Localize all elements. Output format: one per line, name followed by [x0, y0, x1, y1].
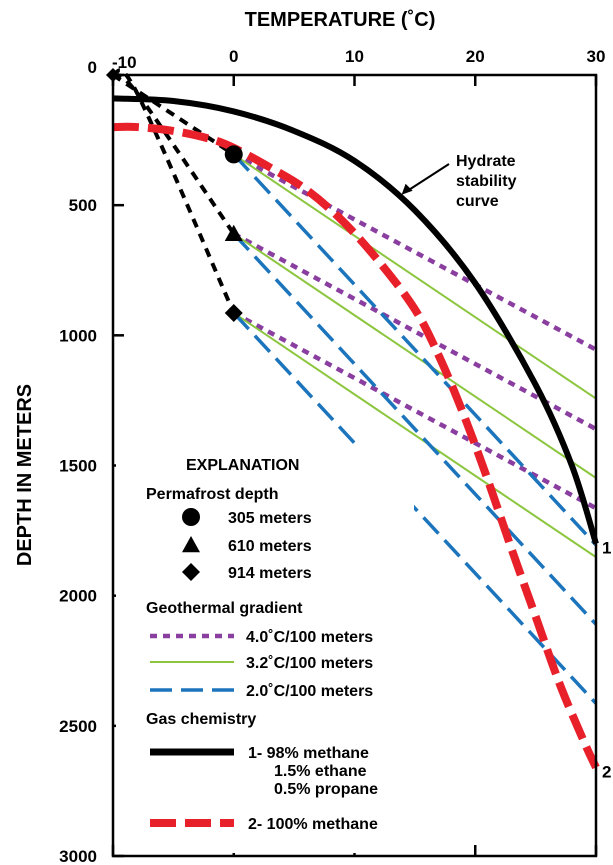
- legend-label-gas-0-2: 0.5% propane: [274, 781, 378, 798]
- y-tick-label-2: 1000: [59, 326, 97, 345]
- annotation-line-0: Hydrate: [456, 153, 516, 170]
- x-tick-label-3: 20: [466, 47, 485, 66]
- annotation-line-2: curve: [456, 193, 499, 210]
- x-tick-label-0: -10: [112, 53, 137, 72]
- legend-label-gradient-1: 3.2˚C/100 meters: [246, 655, 373, 672]
- legend-label-permafrost-2: 914 meters: [228, 565, 312, 582]
- legend-symbol-circle: [182, 508, 200, 526]
- annotation-line-1: stability: [456, 173, 517, 190]
- legend-heading-gas: Gas chemistry: [146, 711, 256, 728]
- legend-label-permafrost-0: 305 meters: [228, 510, 312, 527]
- series-line-gas-1: [112, 122, 600, 770]
- series-line-gradient-2.0-13: [232, 311, 598, 705]
- legend-label-gas-1-0: 2- 100% methane: [248, 816, 378, 833]
- legend-label-permafrost-1: 610 meters: [228, 538, 312, 555]
- series-line-gradient-3.2-8: [233, 153, 597, 400]
- curves-layer: [111, 68, 600, 770]
- legend-label-gas-0-1: 1.5% ethane: [274, 763, 367, 780]
- y-tick-label-6: 3000: [59, 847, 97, 865]
- series-line-gradient-2.0-11: [232, 153, 598, 547]
- curve-end-label-1: 1: [602, 539, 611, 558]
- series-line-gradient-4.0-7: [232, 310, 598, 511]
- annotation-arrow-shaft: [407, 163, 450, 192]
- x-tick-label-1: 0: [229, 47, 238, 66]
- legend-symbol-diamond: [182, 563, 200, 581]
- x-axis-label: TEMPERATURE (˚C): [245, 8, 436, 31]
- series-line-gradient-4.0-5: [232, 152, 598, 352]
- y-tick-label-0: 0: [88, 58, 97, 77]
- curve-end-label-2: 2: [602, 762, 611, 781]
- y-tick-label-4: 2000: [59, 587, 97, 606]
- x-tick-label-2: 10: [345, 47, 364, 66]
- axes-layer: -10 0 10 20 30 0 500 1000 1500 2000 2500 3000 TEMPER…: [14, 8, 611, 865]
- marker-diamond-2: [224, 303, 243, 322]
- marker-triangle-1: [224, 224, 243, 242]
- annotation-arrow-head: [401, 183, 413, 195]
- legend-symbol-triangle: [182, 536, 200, 553]
- legend-heading-gradient: Geothermal gradient: [146, 600, 303, 617]
- y-tick-label-1: 500: [69, 196, 97, 215]
- x-tick-label-4: 30: [587, 47, 606, 66]
- legend-label-gas-0-0: 1- 98% methane: [248, 745, 369, 762]
- series-line-gradient-3.2-10: [233, 312, 597, 558]
- legend-title: EXPLANATION: [186, 457, 299, 474]
- legend-label-gradient-2: 2.0˚C/100 meters: [246, 683, 373, 700]
- series-line-gradient-4.0-6: [232, 231, 598, 432]
- y-tick-label-3: 1500: [59, 457, 97, 476]
- legend-background: [116, 448, 414, 853]
- annotation-layer: Hydrate stability curve: [401, 153, 517, 210]
- y-axis-label: DEPTH IN METERS: [14, 384, 36, 566]
- marker-circle-0: [224, 145, 243, 164]
- series-line-gradient-2.0-12: [232, 232, 598, 626]
- series-line-permafrost-914-4: [111, 68, 236, 314]
- y-tick-label-5: 2500: [59, 717, 97, 736]
- series-line-gas-0: [112, 95, 599, 545]
- marker-diamond-3: [106, 68, 120, 82]
- markers-layer: [106, 68, 243, 322]
- legend-label-gradient-0: 4.0˚C/100 meters: [246, 629, 373, 646]
- series-line-gradient-3.2-9: [233, 232, 597, 479]
- legend-heading-permafrost: Permafrost depth: [146, 486, 278, 503]
- legend: EXPLANATION Permafrost depth 305 meters 610…: [116, 448, 414, 853]
